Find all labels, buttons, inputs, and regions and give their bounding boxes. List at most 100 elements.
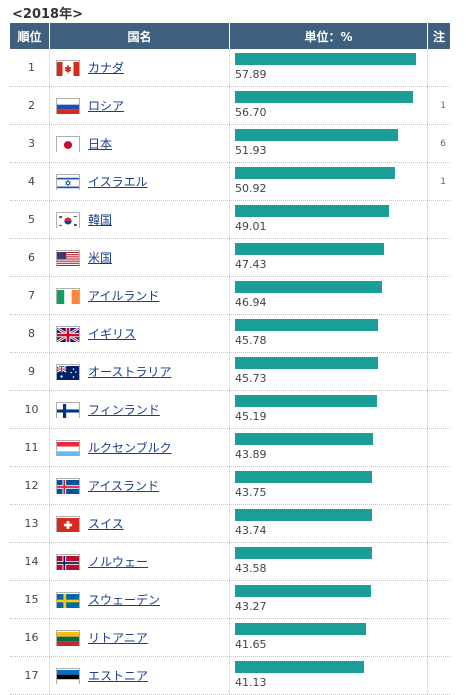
value-label: 49.01 [235, 220, 267, 233]
header-unit: 単位：% [230, 23, 428, 49]
country-link[interactable]: 韓国 [88, 213, 113, 227]
country-link[interactable]: ルクセンブルク [88, 441, 172, 455]
value-cell: 43.75 [230, 467, 428, 504]
value-cell: 50.92 [230, 163, 428, 200]
table-row: 1 カナダ 57.89 [10, 49, 450, 87]
rank-number: 11 [10, 429, 50, 466]
rank-number: 16 [10, 619, 50, 656]
value-bar [235, 53, 416, 65]
norway-flag-icon [56, 553, 80, 570]
country-link[interactable]: イスラエル [88, 175, 148, 189]
value-bar [235, 623, 366, 635]
rank-number: 1 [10, 49, 50, 86]
israel-flag-icon [56, 173, 80, 190]
note-cell [428, 543, 450, 580]
header-rank: 順位 [10, 23, 50, 49]
country-link[interactable]: フィンランド [88, 403, 160, 417]
country-link[interactable]: ロシア [88, 99, 125, 113]
country-link[interactable]: アイルランド [88, 289, 160, 303]
value-bar [235, 319, 378, 331]
table-row: 14 ノルウェー 43.58 [10, 543, 450, 581]
value-bar [235, 547, 372, 559]
rank-number: 6 [10, 239, 50, 276]
table-row: 11 ルクセンブルク 43.89 [10, 429, 450, 467]
value-label: 43.74 [235, 524, 267, 537]
value-bar [235, 585, 371, 597]
note-cell [428, 429, 450, 466]
value-cell: 43.74 [230, 505, 428, 542]
value-cell: 43.58 [230, 543, 428, 580]
canada-flag-icon [56, 59, 80, 76]
country-link[interactable]: スウェーデン [88, 593, 161, 607]
iceland-flag-icon [56, 477, 80, 494]
note-cell [428, 581, 450, 618]
note-cell [428, 353, 450, 390]
value-cell: 51.93 [230, 125, 428, 162]
header-note: 注 [432, 29, 445, 44]
table-row: 5 韓国 49.01 [10, 201, 450, 239]
value-bar [235, 433, 373, 445]
rank-number: 3 [10, 125, 50, 162]
header-country: 国名 [50, 23, 230, 49]
rank-number: 8 [10, 315, 50, 352]
country-link[interactable]: アイスランド [88, 479, 160, 493]
table-row: 12 アイスランド 43.75 [10, 467, 450, 505]
country-link[interactable]: オーストラリア [88, 365, 172, 379]
country-link[interactable]: スイス [88, 517, 124, 531]
value-bar [235, 471, 372, 483]
value-label: 43.27 [235, 600, 267, 613]
country-link[interactable]: 日本 [88, 137, 113, 151]
country-cell: リトアニア [50, 619, 230, 656]
rank-number: 5 [10, 201, 50, 238]
rank-number: 14 [10, 543, 50, 580]
value-label: 43.75 [235, 486, 267, 499]
value-bar [235, 661, 364, 673]
note-cell [428, 201, 450, 238]
country-link[interactable]: カナダ [88, 61, 125, 75]
luxembourg-flag-icon [56, 439, 80, 456]
country-link[interactable]: 米国 [88, 251, 113, 265]
year-caption: <2018年> [12, 7, 83, 22]
note-cell [428, 657, 450, 694]
australia-flag-icon [56, 363, 80, 380]
usa-flag-icon [56, 249, 80, 266]
table-row: 7 アイルランド 46.94 [10, 277, 450, 315]
country-link[interactable]: ノルウェー [88, 555, 149, 569]
country-cell: ノルウェー [50, 543, 230, 580]
value-bar [235, 205, 389, 217]
country-cell: イギリス [50, 315, 230, 352]
value-bar [235, 167, 395, 179]
value-label: 56.70 [235, 106, 267, 119]
value-cell: 46.94 [230, 277, 428, 314]
value-cell: 49.01 [230, 201, 428, 238]
rank-number: 4 [10, 163, 50, 200]
country-cell: オーストラリア [50, 353, 230, 390]
table-row: 4 イスラエル 50.92 1 [10, 163, 450, 201]
country-cell: スウェーデン [50, 581, 230, 618]
value-label: 45.19 [235, 410, 267, 423]
rank-number: 7 [10, 277, 50, 314]
country-cell: フィンランド [50, 391, 230, 428]
value-cell: 45.19 [230, 391, 428, 428]
note-cell [428, 619, 450, 656]
ireland-flag-icon [56, 287, 80, 304]
table-row: 10 フィンランド 45.19 [10, 391, 450, 429]
value-cell: 45.73 [230, 353, 428, 390]
country-cell: アイルランド [50, 277, 230, 314]
country-link[interactable]: リトアニア [88, 631, 148, 645]
table-row: 2 ロシア 56.70 1 [10, 87, 450, 125]
value-bar [235, 91, 413, 103]
country-link[interactable]: エストニア [88, 669, 149, 683]
value-label: 41.13 [235, 676, 267, 689]
country-link[interactable]: イギリス [88, 327, 137, 341]
table-row: 6 米国 47.43 [10, 239, 450, 277]
country-cell: ロシア [50, 87, 230, 124]
value-label: 46.94 [235, 296, 267, 309]
country-cell: 日本 [50, 125, 230, 162]
value-cell: 56.70 [230, 87, 428, 124]
value-cell: 45.78 [230, 315, 428, 352]
table-row: 8 イギリス 45.78 [10, 315, 450, 353]
ranking-table: 順位 国名 単位：% 注 1 カナダ 57.89 2 ロシア 56.70 1 3 日本 51.93… [10, 23, 450, 695]
rank-number: 9 [10, 353, 50, 390]
value-bar [235, 129, 398, 141]
